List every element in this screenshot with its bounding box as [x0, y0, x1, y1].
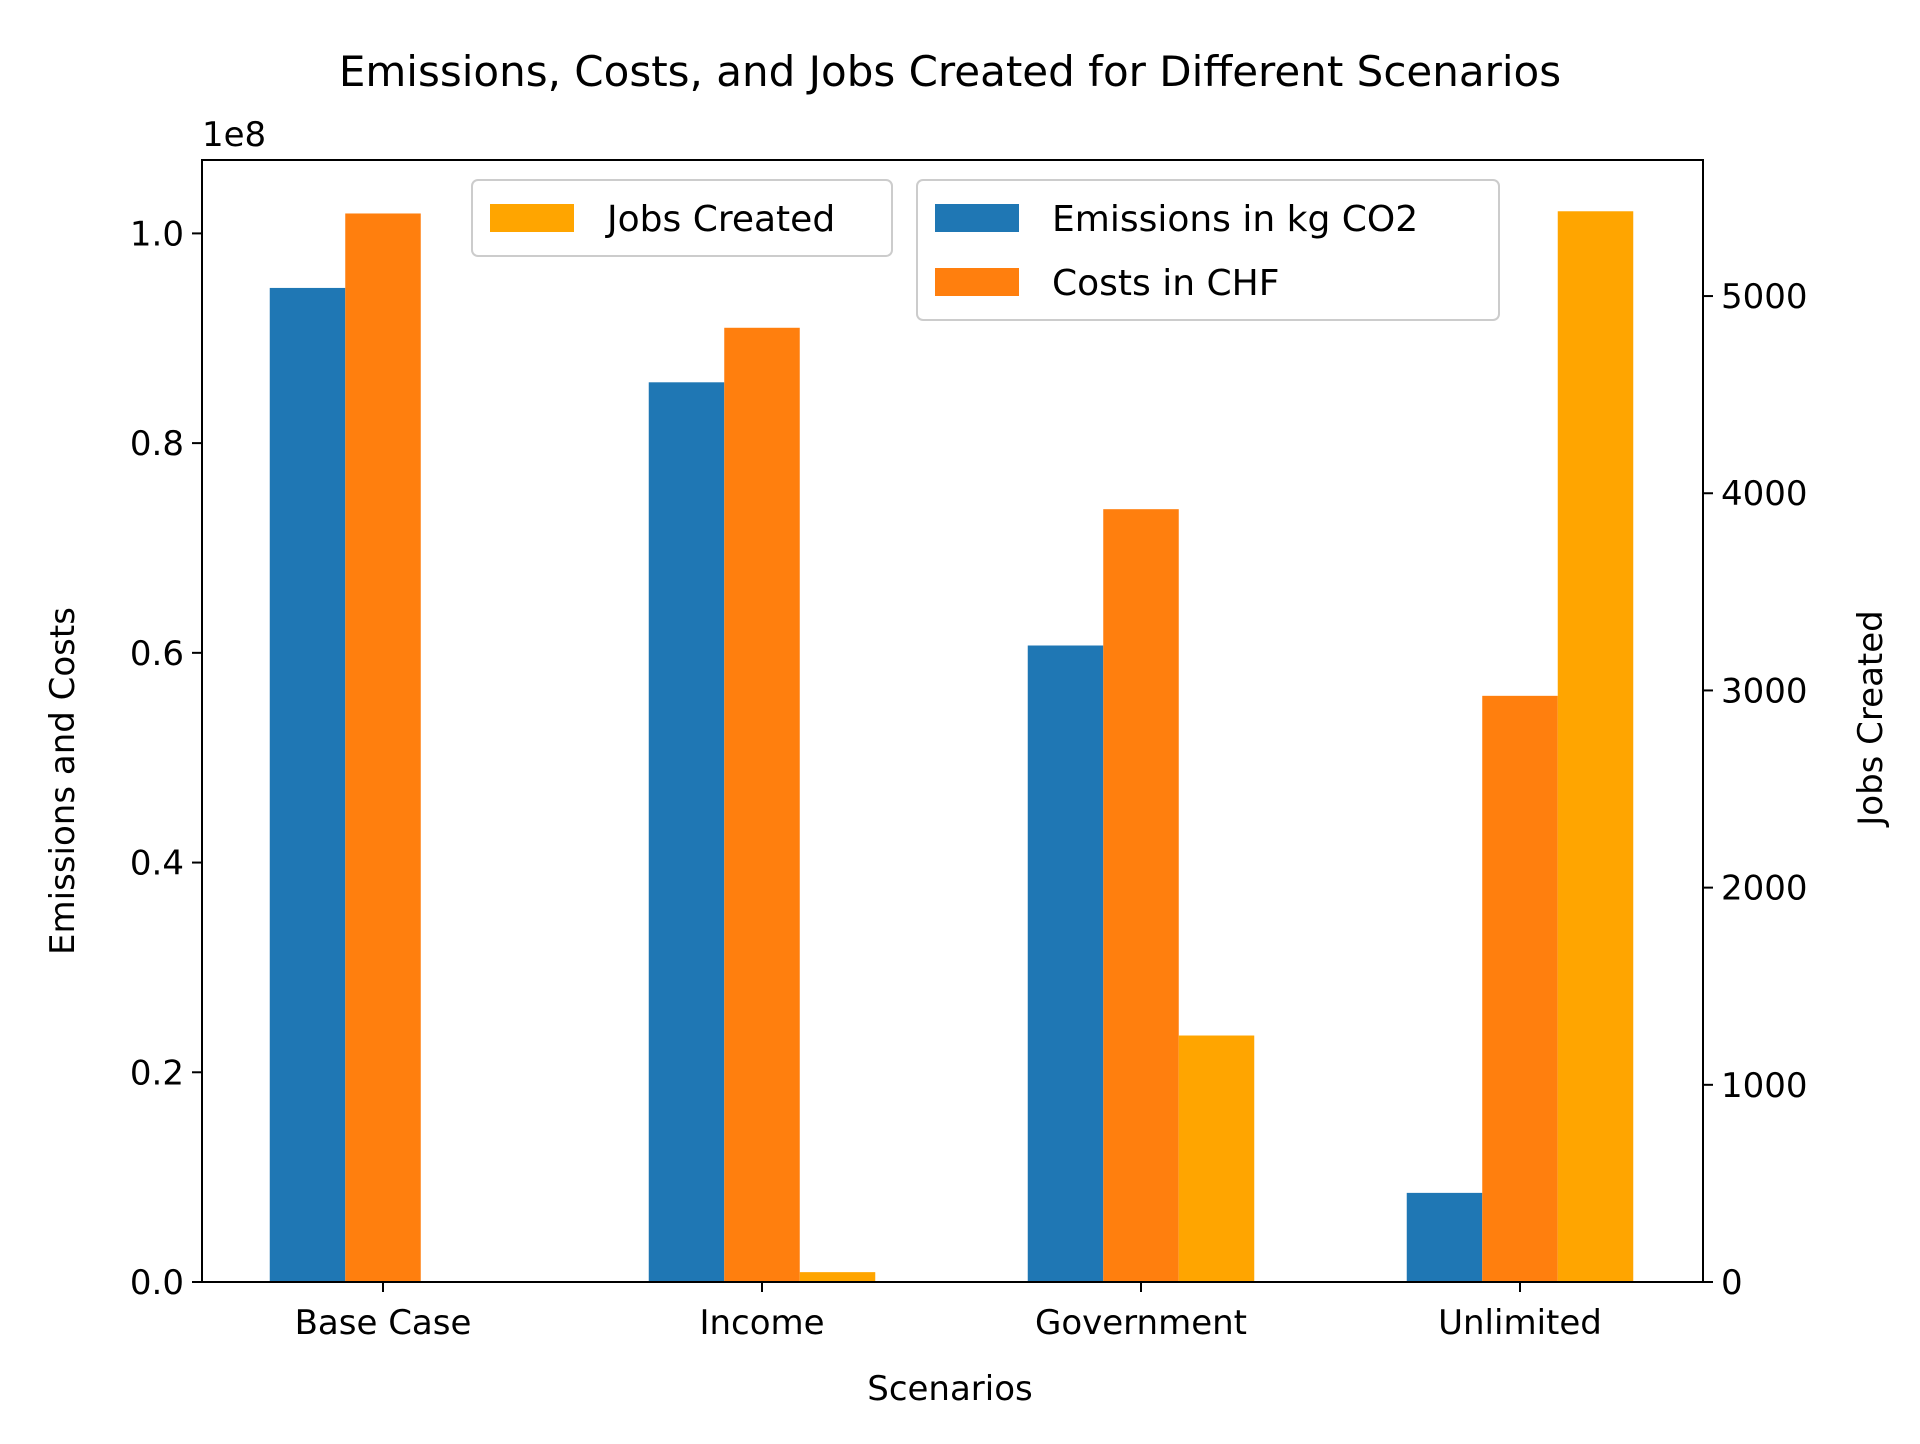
y2-tick-label: 0	[1721, 1263, 1743, 1303]
y-tick-label: 0.6	[130, 634, 184, 674]
y2-tick-label: 3000	[1721, 671, 1808, 711]
y2-tick-label: 5000	[1721, 277, 1808, 317]
bar-costs-in-chf-government	[1103, 509, 1179, 1282]
legend-frame	[916, 179, 1500, 321]
y-tick-label: 0.4	[130, 844, 184, 884]
y-tick-label: 1.0	[130, 214, 184, 254]
chart-title: Emissions, Costs, and Jobs Created for D…	[339, 47, 1561, 96]
bar-jobs-created-unlimited	[1557, 211, 1634, 1282]
bar-jobs-created-income	[799, 1272, 876, 1282]
bar-costs-in-chf-income	[724, 327, 800, 1282]
y-axis-label: Emissions and Costs	[43, 607, 83, 955]
y-tick-label: 0.8	[130, 424, 184, 464]
bar-costs-in-chf-base-case	[345, 213, 421, 1282]
legend-label-jobs-created: Jobs Created	[605, 199, 835, 240]
y2-tick-label: 2000	[1721, 869, 1808, 909]
bar-emissions-in-kg-co2-government	[1027, 645, 1104, 1282]
x-tick-label-unlimited: Unlimited	[1438, 1303, 1602, 1343]
x-tick-label-income: Income	[699, 1303, 824, 1343]
legend-label-emissions-in-kg-co2: Emissions in kg CO2	[1052, 199, 1418, 240]
y-tick-label: 0.2	[130, 1053, 184, 1093]
bar-emissions-in-kg-co2-base-case	[269, 287, 346, 1283]
legend-swatch-costs-in-chf	[935, 268, 1019, 296]
legend-frame	[471, 179, 893, 257]
bar-costs-in-chf-unlimited	[1482, 695, 1558, 1282]
legend-swatch-emissions-in-kg-co2	[935, 204, 1019, 232]
legend-upper-center: Jobs Created	[471, 179, 893, 257]
x-tick-label-base-case: Base Case	[295, 1303, 472, 1343]
bar-emissions-in-kg-co2-income	[648, 382, 725, 1282]
axes-layer: 0.0 0.2 0.4 0.6 0.8 1.0 0 1000 2000 3000 4000 5000 B…	[130, 159, 1808, 1343]
y2-tick-label: 4000	[1721, 474, 1808, 514]
legend-layer: Jobs Created Emissions in kg CO2 Costs in …	[471, 179, 1500, 321]
legend-swatch-jobs-created	[490, 204, 574, 232]
legend-label-costs-in-chf: Costs in CHF	[1052, 263, 1279, 304]
y2-axis-label: Jobs Created	[1851, 610, 1891, 828]
y2-tick-label: 1000	[1721, 1066, 1808, 1106]
y-offset-label: 1e8	[202, 115, 266, 155]
x-tick-label-government: Government	[1035, 1303, 1247, 1343]
bar-emissions-in-kg-co2-unlimited	[1406, 1192, 1483, 1282]
y-tick-label: 0.0	[130, 1263, 184, 1303]
bars-layer	[269, 211, 1634, 1283]
plot-frame	[201, 159, 1704, 1283]
bar-jobs-created-government	[1178, 1035, 1255, 1282]
legend-upper-right: Emissions in kg CO2 Costs in CHF	[916, 179, 1500, 321]
x-axis-label: Scenarios	[867, 1369, 1033, 1409]
